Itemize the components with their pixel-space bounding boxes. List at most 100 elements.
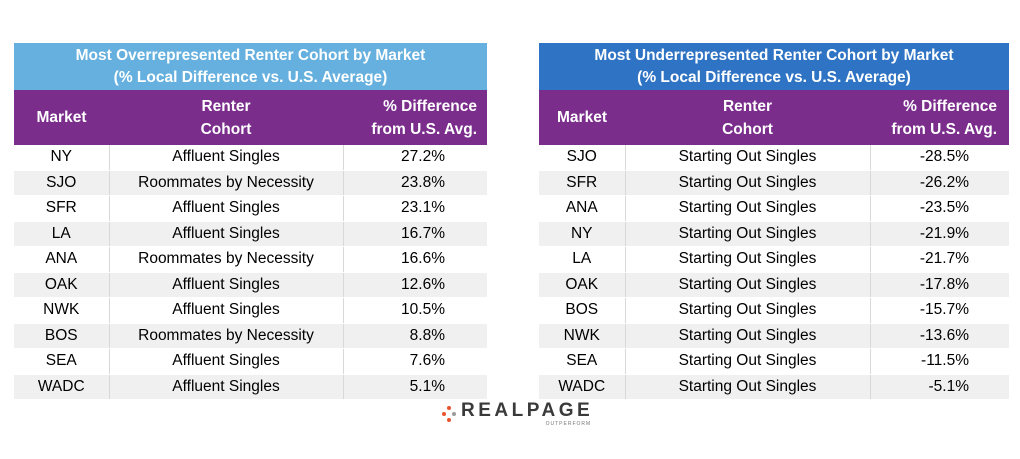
realpage-logo: REALPAGE OUTPERFORM xyxy=(441,399,593,429)
difference-cell: -11.5% xyxy=(869,348,1009,375)
market-cell: LA xyxy=(14,221,109,247)
difference-cell: 23.8% xyxy=(342,170,487,196)
market-cell: SEA xyxy=(539,348,625,375)
cohort-cell: Affluent Singles xyxy=(108,297,343,324)
logo-tagline: OUTPERFORM xyxy=(545,421,592,427)
difference-cell: -17.8% xyxy=(869,272,1009,298)
underrepresented-title-line1: Most Underrepresented Renter Cohort by M… xyxy=(594,46,954,64)
overrepresented-title: Most Overrepresented Renter Cohort by Ma… xyxy=(14,43,487,90)
cohort-cell: Affluent Singles xyxy=(108,374,343,400)
market-cell: SJO xyxy=(539,145,625,171)
difference-cell: -28.5% xyxy=(869,145,1009,171)
table-row: ANA Starting Out Singles -23.5% xyxy=(539,195,1009,222)
table-row: OAK Starting Out Singles -17.8% xyxy=(539,272,1009,298)
overrepresented-title-line2: (% Local Difference vs. U.S. Average) xyxy=(113,68,388,86)
difference-header-line2: from U.S. Avg. xyxy=(371,120,477,138)
table-row: SJO Roommates by Necessity 23.8% xyxy=(14,170,487,196)
table-header-row: Market Renter Cohort % Difference from U.S… xyxy=(539,90,1009,145)
market-cell: ANA xyxy=(539,195,625,222)
market-column-header: Market xyxy=(539,90,625,145)
market-cell: NWK xyxy=(539,323,625,349)
difference-cell: -15.7% xyxy=(869,297,1009,324)
table-row: NY Affluent Singles 27.2% xyxy=(14,145,487,171)
difference-cell: 16.7% xyxy=(342,221,487,247)
market-cell: SFR xyxy=(14,195,109,222)
overrepresented-table-panel: Most Overrepresented Renter Cohort by Ma… xyxy=(14,43,487,400)
difference-header-line2: from U.S. Avg. xyxy=(891,120,997,138)
cohort-cell: Roommates by Necessity xyxy=(108,170,343,196)
cohort-cell: Starting Out Singles xyxy=(624,272,870,298)
difference-header-line1: % Difference xyxy=(383,97,477,115)
market-cell: WADC xyxy=(14,374,109,400)
table-row: SFR Starting Out Singles -26.2% xyxy=(539,170,1009,196)
market-cell: ANA xyxy=(14,246,109,273)
cohort-cell: Starting Out Singles xyxy=(624,374,870,400)
cohort-cell: Affluent Singles xyxy=(108,145,343,171)
table-row: WADC Starting Out Singles -5.1% xyxy=(539,374,1009,400)
difference-cell: -23.5% xyxy=(869,195,1009,222)
underrepresented-table-panel: Most Underrepresented Renter Cohort by M… xyxy=(539,43,1009,400)
market-cell: NWK xyxy=(14,297,109,324)
difference-cell: -26.2% xyxy=(869,170,1009,196)
table-row: OAK Affluent Singles 12.6% xyxy=(14,272,487,298)
table-row: BOS Roommates by Necessity 8.8% xyxy=(14,323,487,349)
cohort-cell: Starting Out Singles xyxy=(624,323,870,349)
market-cell: OAK xyxy=(14,272,109,298)
difference-cell: 27.2% xyxy=(342,145,487,171)
market-cell: BOS xyxy=(14,323,109,349)
cohort-cell: Affluent Singles xyxy=(108,272,343,298)
market-cell: NY xyxy=(539,221,625,247)
cohort-cell: Starting Out Singles xyxy=(624,145,870,171)
cohort-column-header: Renter Cohort xyxy=(109,90,343,145)
cohort-cell: Starting Out Singles xyxy=(624,348,870,375)
table-header-row: Market Renter Cohort % Difference from U.S… xyxy=(14,90,487,145)
difference-cell: -21.7% xyxy=(869,246,1009,273)
difference-cell: -5.1% xyxy=(869,374,1009,400)
cohort-cell: Roommates by Necessity xyxy=(108,246,343,273)
market-cell: BOS xyxy=(539,297,625,324)
cohort-cell: Starting Out Singles xyxy=(624,195,870,222)
underrepresented-title: Most Underrepresented Renter Cohort by M… xyxy=(539,43,1009,90)
table-row: NWK Starting Out Singles -13.6% xyxy=(539,323,1009,349)
market-column-header: Market xyxy=(14,90,109,145)
table-row: WADC Affluent Singles 5.1% xyxy=(14,374,487,400)
market-cell: LA xyxy=(539,246,625,273)
difference-cell: 12.6% xyxy=(342,272,487,298)
difference-cell: 5.1% xyxy=(342,374,487,400)
difference-cell: -21.9% xyxy=(869,221,1009,247)
overrepresented-table: Market Renter Cohort % Difference from U.S… xyxy=(14,90,487,400)
difference-header-line1: % Difference xyxy=(903,97,997,115)
cohort-cell: Affluent Singles xyxy=(108,348,343,375)
difference-cell: 23.1% xyxy=(342,195,487,222)
difference-cell: 7.6% xyxy=(342,348,487,375)
table-row: LA Affluent Singles 16.7% xyxy=(14,221,487,247)
table-row: NWK Affluent Singles 10.5% xyxy=(14,297,487,324)
difference-cell: 16.6% xyxy=(342,246,487,273)
cohort-cell: Affluent Singles xyxy=(108,195,343,222)
difference-column-header: % Difference from U.S. Avg. xyxy=(343,90,487,145)
market-cell: OAK xyxy=(539,272,625,298)
realpage-logo-icon xyxy=(441,406,457,422)
difference-cell: -13.6% xyxy=(869,323,1009,349)
market-cell: NY xyxy=(14,145,109,171)
cohort-cell: Affluent Singles xyxy=(108,221,343,247)
difference-cell: 8.8% xyxy=(342,323,487,349)
market-cell: WADC xyxy=(539,374,625,400)
difference-cell: 10.5% xyxy=(342,297,487,324)
table-row: ANA Roommates by Necessity 16.6% xyxy=(14,246,487,273)
table-row: BOS Starting Out Singles -15.7% xyxy=(539,297,1009,324)
cohort-cell: Starting Out Singles xyxy=(624,170,870,196)
cohort-cell: Starting Out Singles xyxy=(624,221,870,247)
market-cell: SFR xyxy=(539,170,625,196)
cohort-header-line1: Renter xyxy=(722,97,773,115)
underrepresented-table: Market Renter Cohort % Difference from U.S… xyxy=(539,90,1009,400)
market-cell: SJO xyxy=(14,170,109,196)
cohort-cell: Roommates by Necessity xyxy=(108,323,343,349)
underrepresented-title-line2: (% Local Difference vs. U.S. Average) xyxy=(637,68,911,86)
overrepresented-title-line1: Most Overrepresented Renter Cohort by Ma… xyxy=(75,46,426,64)
table-row: SEA Affluent Singles 7.6% xyxy=(14,348,487,375)
cohort-header-line1: Renter xyxy=(201,97,251,115)
logo-wordmark: REALPAGE xyxy=(461,400,594,421)
table-row: SEA Starting Out Singles -11.5% xyxy=(539,348,1009,375)
overrepresented-table-body: NY Affluent Singles 27.2% SJO Roommates by N… xyxy=(14,145,487,400)
